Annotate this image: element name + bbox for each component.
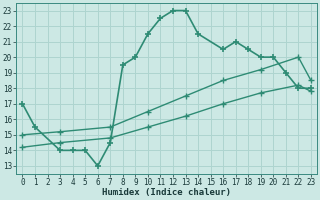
X-axis label: Humidex (Indice chaleur): Humidex (Indice chaleur): [102, 188, 231, 197]
